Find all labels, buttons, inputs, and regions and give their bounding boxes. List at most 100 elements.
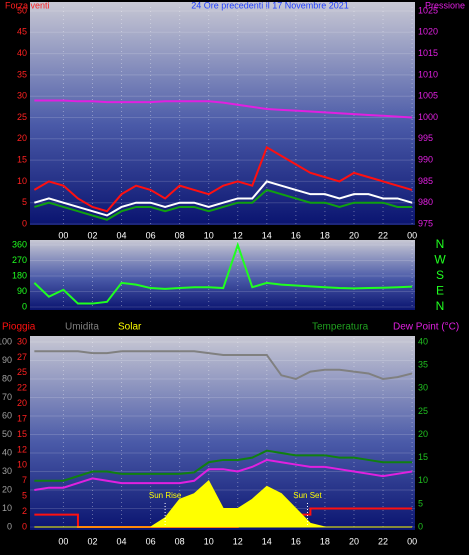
- x-tick-label: 02: [87, 536, 97, 546]
- x-tick-label: 20: [349, 230, 359, 240]
- x-tick-label: 10: [204, 230, 214, 240]
- y3-tick-label: 15: [17, 429, 27, 439]
- legend-entry: Solar: [118, 322, 142, 333]
- series-line: [34, 350, 413, 381]
- y-tick-label: 10: [17, 176, 27, 186]
- y2-tick-label: 990: [418, 154, 433, 164]
- series-line: [33, 241, 413, 305]
- y2-axis-label: Pressione: [425, 0, 465, 10]
- x-tick-label: 16: [291, 230, 301, 240]
- y2-tick-label: 5: [418, 498, 423, 508]
- x-tick-label: 08: [175, 536, 185, 546]
- x-tick-label: 12: [233, 230, 243, 240]
- y-tick-label: 90: [17, 286, 27, 296]
- legend-entry: Pioggia: [2, 322, 36, 333]
- y2-tick-label: 995: [418, 133, 433, 143]
- x-tick-label: 00: [407, 230, 417, 240]
- y2-tick-label: 40: [418, 336, 428, 346]
- y-tick-label: 30: [2, 466, 12, 476]
- y2-tick-label: 980: [418, 197, 433, 207]
- y-tick-label: 360: [12, 239, 27, 249]
- legend-entry: Temperatura: [312, 322, 369, 333]
- y-tick-label: 180: [12, 270, 27, 280]
- y-tick-label: 50: [17, 5, 27, 15]
- y3-tick-label: 10: [17, 460, 27, 470]
- y2-tick-label: N: [436, 299, 445, 313]
- y2-tick-label: 1015: [418, 48, 438, 58]
- y2-tick-label: 985: [418, 176, 433, 186]
- x-tick-label: 06: [146, 536, 156, 546]
- legend-entry: Umidita: [65, 322, 99, 333]
- y3-tick-label: 27: [17, 352, 27, 362]
- y3-tick-label: 22: [17, 383, 27, 393]
- y3-tick-label: 2: [22, 506, 27, 516]
- series-line: [34, 99, 413, 119]
- x-tick-label: 00: [58, 230, 68, 240]
- y3-tick-label: 30: [17, 336, 27, 346]
- y-tick-label: 0: [7, 521, 12, 531]
- y3-tick-label: 12: [17, 444, 27, 454]
- y-tick-label: 60: [2, 410, 12, 420]
- y2-tick-label: 1025: [418, 5, 438, 15]
- x-tick-label: 10: [204, 536, 214, 546]
- y-tick-label: 40: [17, 48, 27, 58]
- y2-tick-label: 1000: [418, 112, 438, 122]
- y2-tick-label: S: [436, 268, 444, 282]
- x-tick-label: 08: [175, 230, 185, 240]
- y2-tick-label: 1010: [418, 69, 438, 79]
- y-tick-label: 35: [17, 69, 27, 79]
- x-tick-label: 04: [117, 536, 127, 546]
- y-tick-label: 45: [17, 27, 27, 37]
- y2-tick-label: 1005: [418, 91, 438, 101]
- x-tick-label: 20: [349, 536, 359, 546]
- y3-tick-label: 17: [17, 413, 27, 423]
- y2-tick-label: 35: [418, 360, 428, 370]
- y3-tick-label: 20: [17, 398, 27, 408]
- y2-tick-label: 0: [418, 521, 423, 531]
- x-tick-label: 00: [58, 536, 68, 546]
- x-tick-label: 18: [320, 230, 330, 240]
- y-tick-label: 20: [2, 484, 12, 494]
- x-tick-label: 18: [320, 536, 330, 546]
- y-tick-label: 50: [2, 429, 12, 439]
- y-tick-label: 0: [22, 218, 27, 228]
- series-line: [34, 479, 413, 528]
- y-tick-label: 25: [17, 112, 27, 122]
- y-tick-label: 40: [2, 447, 12, 457]
- chart-title: 24 Ore precedenti il 17 Novembre 2021: [191, 0, 349, 10]
- y-tick-label: 100: [0, 336, 12, 346]
- y2-tick-label: 975: [418, 218, 433, 228]
- y-tick-label: 70: [2, 392, 12, 402]
- x-tick-label: 16: [291, 536, 301, 546]
- x-tick-label: 02: [87, 230, 97, 240]
- y-tick-label: 30: [17, 91, 27, 101]
- y-tick-label: 270: [12, 255, 27, 265]
- series-line: [34, 458, 413, 491]
- plot-bg: [30, 240, 415, 310]
- series-line: [34, 449, 413, 482]
- annotation: Sun Rise: [149, 491, 182, 500]
- annotation: Sun Set: [293, 491, 322, 500]
- y2-tick-label: 10: [418, 475, 428, 485]
- y-tick-label: 5: [22, 197, 27, 207]
- y-axis-label: Forza venti: [5, 0, 50, 10]
- x-tick-label: 14: [262, 536, 272, 546]
- y2-tick-label: N: [436, 237, 445, 251]
- y2-tick-label: 1020: [418, 27, 438, 37]
- y-tick-label: 10: [2, 503, 12, 513]
- x-tick-label: 00: [407, 536, 417, 546]
- plot-bg: [30, 336, 415, 530]
- y-tick-label: 80: [2, 373, 12, 383]
- x-tick-label: 14: [262, 230, 272, 240]
- y3-tick-label: 7: [22, 475, 27, 485]
- y3-tick-label: 25: [17, 367, 27, 377]
- y-tick-label: 20: [17, 133, 27, 143]
- y2-tick-label: E: [436, 284, 444, 298]
- series-line: [34, 188, 413, 221]
- y2-tick-label: 25: [418, 406, 428, 416]
- legend-entry: Dew Point (°C): [393, 322, 459, 333]
- x-tick-label: 22: [378, 536, 388, 546]
- y3-tick-label: 0: [22, 521, 27, 531]
- y2-tick-label: W: [434, 253, 446, 267]
